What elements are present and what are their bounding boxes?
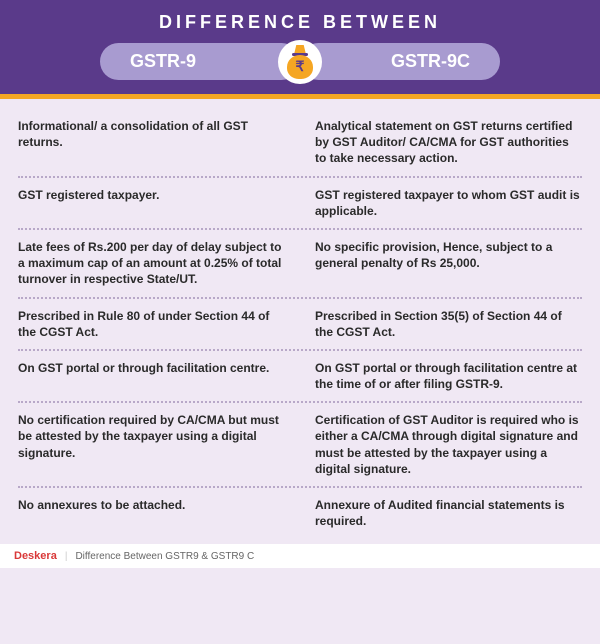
table-row: Late fees of Rs.200 per day of delay sub… bbox=[18, 230, 582, 299]
money-bag-icon: ₹ bbox=[278, 40, 322, 84]
cell-left: Informational/ a consolidation of all GS… bbox=[18, 118, 285, 167]
footer-caption: Difference Between GSTR9 & GSTR9 C bbox=[75, 551, 254, 562]
table-row: No annexures to be attached. Annexure of… bbox=[18, 488, 582, 538]
header: DIFFERENCE BETWEEN GSTR-9 ₹ GSTR-9C bbox=[0, 0, 600, 94]
cell-right: Certification of GST Auditor is required… bbox=[315, 412, 582, 477]
table-row: On GST portal or through facilitation ce… bbox=[18, 351, 582, 403]
cell-right: GST registered taxpayer to whom GST audi… bbox=[315, 187, 582, 219]
comparison-pills: GSTR-9 ₹ GSTR-9C bbox=[0, 43, 600, 80]
cell-left: No certification required by CA/CMA but … bbox=[18, 412, 285, 477]
rupee-symbol: ₹ bbox=[296, 58, 305, 75]
cell-right: No specific provision, Hence, subject to… bbox=[315, 239, 582, 288]
cell-right: Analytical statement on GST returns cert… bbox=[315, 118, 582, 167]
footer: Deskera | Difference Between GSTR9 & GST… bbox=[0, 544, 600, 568]
page-title: DIFFERENCE BETWEEN bbox=[0, 12, 600, 33]
table-row: Prescribed in Rule 80 of under Section 4… bbox=[18, 299, 582, 351]
brand-label: Deskera bbox=[14, 550, 57, 562]
cell-left: No annexures to be attached. bbox=[18, 497, 285, 529]
table-row: Informational/ a consolidation of all GS… bbox=[18, 109, 582, 178]
cell-right: On GST portal or through facilitation ce… bbox=[315, 360, 582, 392]
cell-left: Prescribed in Rule 80 of under Section 4… bbox=[18, 308, 285, 340]
cell-left: GST registered taxpayer. bbox=[18, 187, 285, 219]
cell-right: Prescribed in Section 35(5) of Section 4… bbox=[315, 308, 582, 340]
table-row: GST registered taxpayer. GST registered … bbox=[18, 178, 582, 230]
pill-left: GSTR-9 bbox=[100, 43, 300, 80]
comparison-table: Informational/ a consolidation of all GS… bbox=[0, 99, 600, 544]
footer-separator: | bbox=[65, 551, 68, 562]
pill-right: GSTR-9C bbox=[300, 43, 500, 80]
cell-left: On GST portal or through facilitation ce… bbox=[18, 360, 285, 392]
table-row: No certification required by CA/CMA but … bbox=[18, 403, 582, 488]
cell-right: Annexure of Audited financial statements… bbox=[315, 497, 582, 529]
cell-left: Late fees of Rs.200 per day of delay sub… bbox=[18, 239, 285, 288]
